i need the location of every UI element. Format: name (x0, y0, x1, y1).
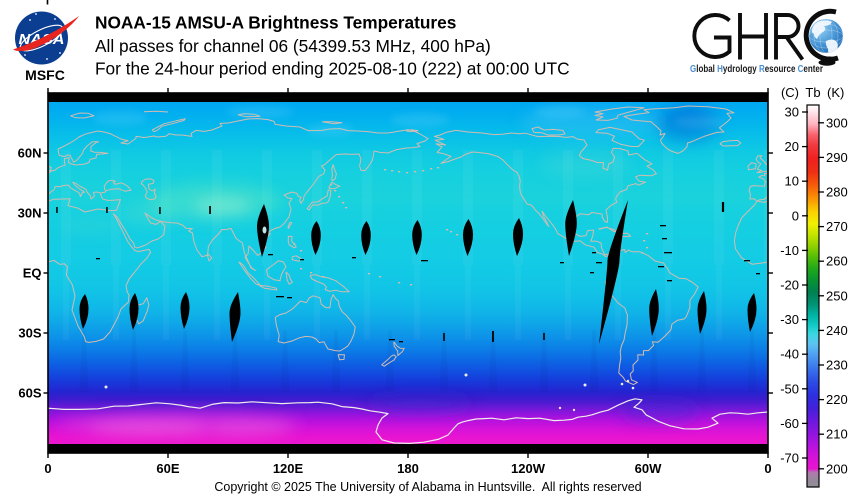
svg-text:30N: 30N (18, 206, 42, 221)
svg-text:(K): (K) (827, 85, 844, 100)
svg-text:180: 180 (397, 461, 419, 476)
svg-text:-70: -70 (780, 451, 799, 466)
svg-text:Copyright © 2025 The Universit: Copyright © 2025 The University of Alaba… (214, 480, 641, 494)
svg-text:120E: 120E (273, 461, 304, 476)
svg-text:30: 30 (785, 105, 799, 120)
svg-text:200: 200 (826, 461, 848, 476)
svg-text:280: 280 (826, 185, 848, 200)
svg-text:NOAA-15 AMSU-A Brightness Temp: NOAA-15 AMSU-A Brightness Temperatures (95, 13, 456, 33)
svg-text:EQ: EQ (23, 266, 42, 281)
svg-text:Global Hydrology Resource Cent: Global Hydrology Resource Center (690, 64, 823, 75)
svg-text:-20: -20 (780, 278, 799, 293)
svg-text:0: 0 (44, 461, 51, 476)
svg-text:-50: -50 (780, 381, 799, 396)
svg-text:(C): (C) (781, 85, 799, 100)
svg-text:For the 24-hour period ending: For the 24-hour period ending 2025-08-10… (95, 59, 570, 79)
svg-text:270: 270 (826, 219, 848, 234)
svg-text:Tb: Tb (805, 85, 820, 100)
svg-text:300: 300 (826, 115, 848, 130)
svg-text:60N: 60N (18, 146, 42, 161)
svg-text:-60: -60 (780, 416, 799, 431)
svg-text:260: 260 (826, 254, 848, 269)
svg-text:All passes for channel 06 (543: All passes for channel 06 (54399.53 MHz,… (95, 36, 491, 56)
svg-text:240: 240 (826, 323, 848, 338)
svg-text:250: 250 (826, 288, 848, 303)
svg-text:MSFC: MSFC (25, 67, 65, 83)
svg-text:0: 0 (792, 208, 799, 223)
svg-text:0: 0 (764, 461, 771, 476)
svg-text:-10: -10 (780, 243, 799, 258)
svg-text:230: 230 (826, 358, 848, 373)
svg-text:220: 220 (826, 392, 848, 407)
svg-text:210: 210 (826, 427, 848, 442)
svg-text:20: 20 (785, 139, 799, 154)
svg-text:30S: 30S (18, 326, 41, 341)
svg-text:-30: -30 (780, 312, 799, 327)
svg-text:60E: 60E (156, 461, 179, 476)
svg-text:-40: -40 (780, 347, 799, 362)
svg-text:60S: 60S (18, 386, 41, 401)
svg-text:120W: 120W (511, 461, 546, 476)
svg-text:10: 10 (785, 174, 799, 189)
svg-text:290: 290 (826, 150, 848, 165)
svg-text:60W: 60W (635, 461, 662, 476)
